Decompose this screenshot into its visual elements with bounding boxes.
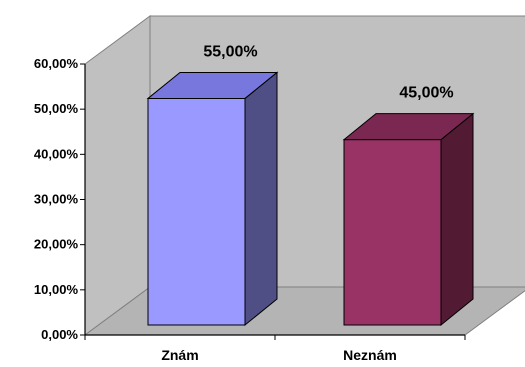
y-axis: 0,00% 10,00% 20,00% 30,00% 40,00% 50,00% 60,00… — [34, 56, 466, 342]
y-tick-label: 10,00% — [34, 282, 79, 297]
y-tick-label: 40,00% — [34, 146, 79, 161]
bar-top-neznám — [342, 113, 475, 141]
data-label: 45,00% — [399, 85, 453, 102]
y-tick-label: 0,00% — [41, 327, 78, 342]
bar-front-neznám — [343, 139, 442, 326]
y-tick-label: 30,00% — [34, 192, 79, 207]
bar-side-znám — [244, 71, 278, 327]
category-label: Neznám — [343, 347, 397, 363]
bars — [146, 71, 475, 327]
bar-front-znám — [147, 97, 246, 326]
data-label: 55,00% — [203, 43, 257, 60]
bar-side-neznám — [440, 112, 474, 327]
side-wall — [84, 15, 151, 336]
y-tick-label: 20,00% — [34, 237, 79, 252]
y-tick-label: 50,00% — [34, 101, 79, 116]
category-label: Znám — [161, 347, 198, 363]
y-tick-label: 60,00% — [34, 56, 79, 71]
labels: 55,00% Znám 45,00% Neznám — [161, 43, 453, 363]
bar-top-znám — [146, 71, 279, 99]
